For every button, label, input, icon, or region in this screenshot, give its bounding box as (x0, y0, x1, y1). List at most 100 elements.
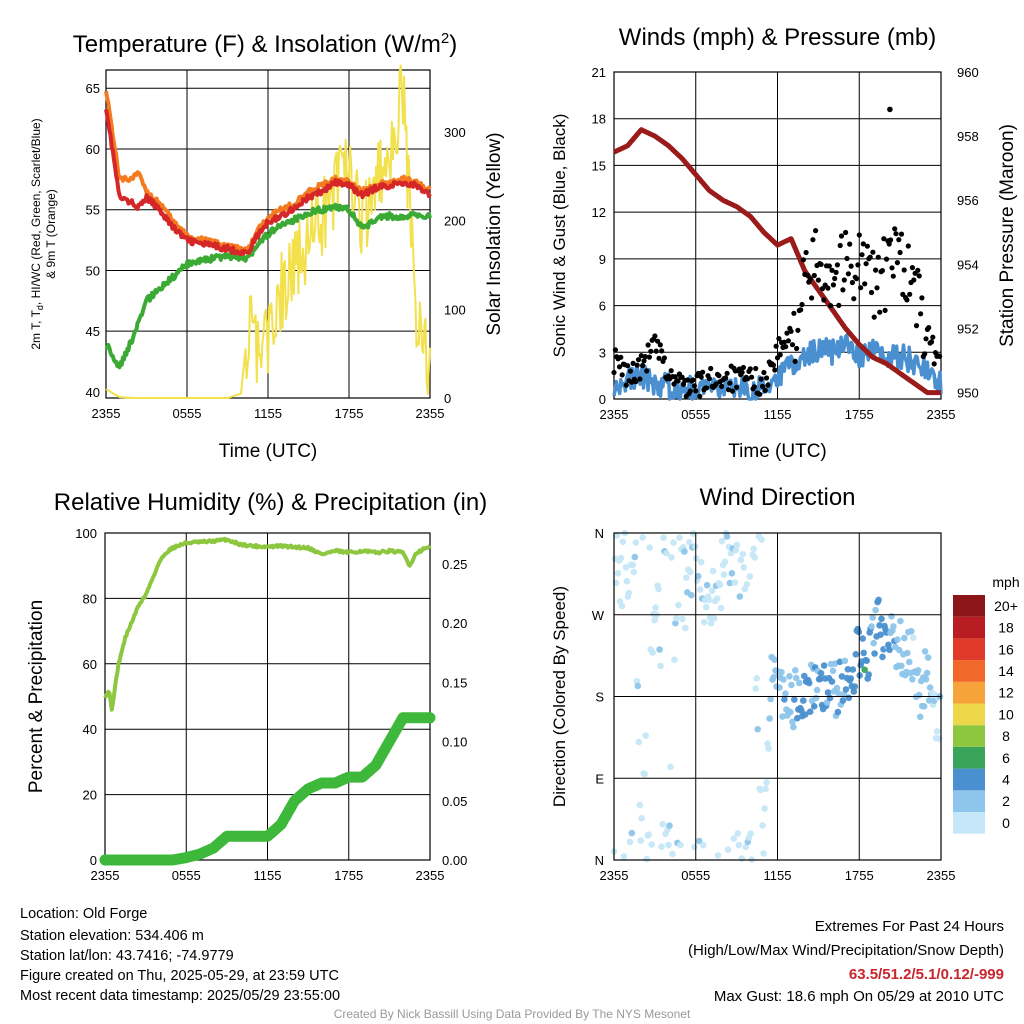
gust-point (798, 307, 804, 313)
direction-point (876, 622, 883, 629)
gust-point (653, 348, 659, 354)
gust-point (693, 388, 699, 394)
gust-point (841, 277, 847, 283)
gust-point (744, 376, 751, 382)
direction-point (789, 718, 796, 726)
gust-point (619, 372, 625, 378)
gust-point (704, 385, 710, 391)
direction-point (758, 536, 765, 543)
colorbar-tick-label: 12 (998, 685, 1014, 701)
gust-point (928, 339, 935, 345)
gust-point (648, 348, 654, 354)
direction-point (742, 843, 750, 851)
direction-point (718, 537, 726, 545)
direction-point (836, 658, 844, 666)
gust-point (625, 363, 631, 369)
gust-point (923, 336, 929, 342)
direction-point (767, 695, 774, 703)
gust-point (843, 229, 849, 236)
direction-point (839, 697, 847, 704)
direction-point (763, 779, 770, 786)
direction-point (737, 556, 745, 564)
colorbar-tick-label: 18 (998, 620, 1014, 636)
temp-chart-title: Temperature (F) & Insolation (W/m2) (73, 30, 457, 58)
direction-point (796, 679, 803, 687)
dir-x-tick-label: 2355 (600, 868, 629, 883)
location-text: Location: Old Forge (20, 906, 148, 922)
dir-y-tick-label: N (595, 526, 604, 541)
gust-point (724, 370, 730, 376)
gust-point (729, 388, 736, 394)
wind-y-right-axis-label: Station Pressure (Maroon) (997, 124, 1018, 347)
direction-point (849, 666, 857, 673)
direction-point (613, 532, 621, 539)
gust-point (685, 377, 691, 383)
direction-point (639, 534, 646, 541)
gust-point (875, 254, 881, 260)
direction-point (828, 678, 836, 685)
direction-point (699, 841, 707, 849)
precip-line (99, 712, 436, 866)
gust-point (644, 368, 650, 374)
direction-point (910, 634, 917, 641)
direction-point (713, 595, 721, 602)
gust-point (909, 265, 916, 271)
direction-point (915, 691, 923, 699)
rh-y-right-tick-label: 0.00 (442, 853, 467, 868)
temp-y-left-axis-label-line2: & 9m T (Orange) (44, 189, 58, 279)
direction-point (702, 603, 710, 611)
gust-point (922, 351, 928, 357)
direction-point (649, 649, 656, 656)
gust-point (828, 303, 834, 309)
gust-point (794, 345, 800, 352)
colorbar-tick-label: 4 (1002, 771, 1010, 787)
direction-point (696, 586, 704, 593)
direction-point (754, 725, 761, 733)
temp-x-tick-label: 0555 (173, 406, 202, 421)
direction-point (752, 685, 759, 692)
rh-y-left-axis-label: Percent & Precipitation (26, 600, 47, 793)
direction-point (626, 838, 634, 846)
gust-point (829, 267, 835, 273)
rh-y-left-tick-label: 60 (83, 657, 97, 672)
gust-point (834, 262, 841, 268)
dir-y-axis-label: Direction (Colored By Speed) (550, 586, 569, 807)
gust-point (864, 243, 871, 249)
direction-point (686, 539, 693, 546)
direction-point (761, 805, 768, 812)
gust-point (616, 364, 623, 370)
direction-point (642, 732, 649, 739)
direction-point (672, 619, 679, 627)
direction-point (875, 596, 882, 604)
temp-y-right-tick-label: 100 (444, 302, 466, 317)
gust-point (898, 231, 905, 237)
gust-point (893, 231, 899, 237)
wind-y-left-tick-label: 9 (599, 252, 606, 267)
wind-y-right-tick-label: 952 (957, 321, 979, 336)
direction-point (888, 613, 895, 620)
temp-y-right-axis-label: Solar Insolation (Yellow) (484, 132, 505, 335)
colorbar-swatch (953, 660, 985, 682)
rh-x-tick-label: 2355 (91, 868, 120, 883)
gust-point (913, 323, 920, 329)
direction-point (868, 623, 875, 630)
gust-point (810, 237, 816, 243)
gust-point (652, 333, 658, 339)
gust-point (838, 233, 845, 239)
gust-point (762, 387, 768, 393)
direction-point (682, 624, 689, 632)
gust-point (888, 237, 894, 243)
direction-point (668, 554, 675, 561)
direction-point (824, 689, 832, 696)
direction-point (820, 662, 828, 669)
direction-point (872, 606, 879, 614)
direction-point (738, 855, 746, 862)
direction-point (743, 581, 751, 588)
wind-y-right-tick-label: 954 (957, 257, 979, 272)
gust-point (836, 302, 842, 308)
gust-point (690, 377, 696, 383)
gust-point (845, 271, 852, 277)
pressure-line (612, 127, 943, 396)
dir-x-tick-label: 1155 (764, 868, 792, 883)
temp-y-left-tick-label: 60 (86, 142, 100, 157)
